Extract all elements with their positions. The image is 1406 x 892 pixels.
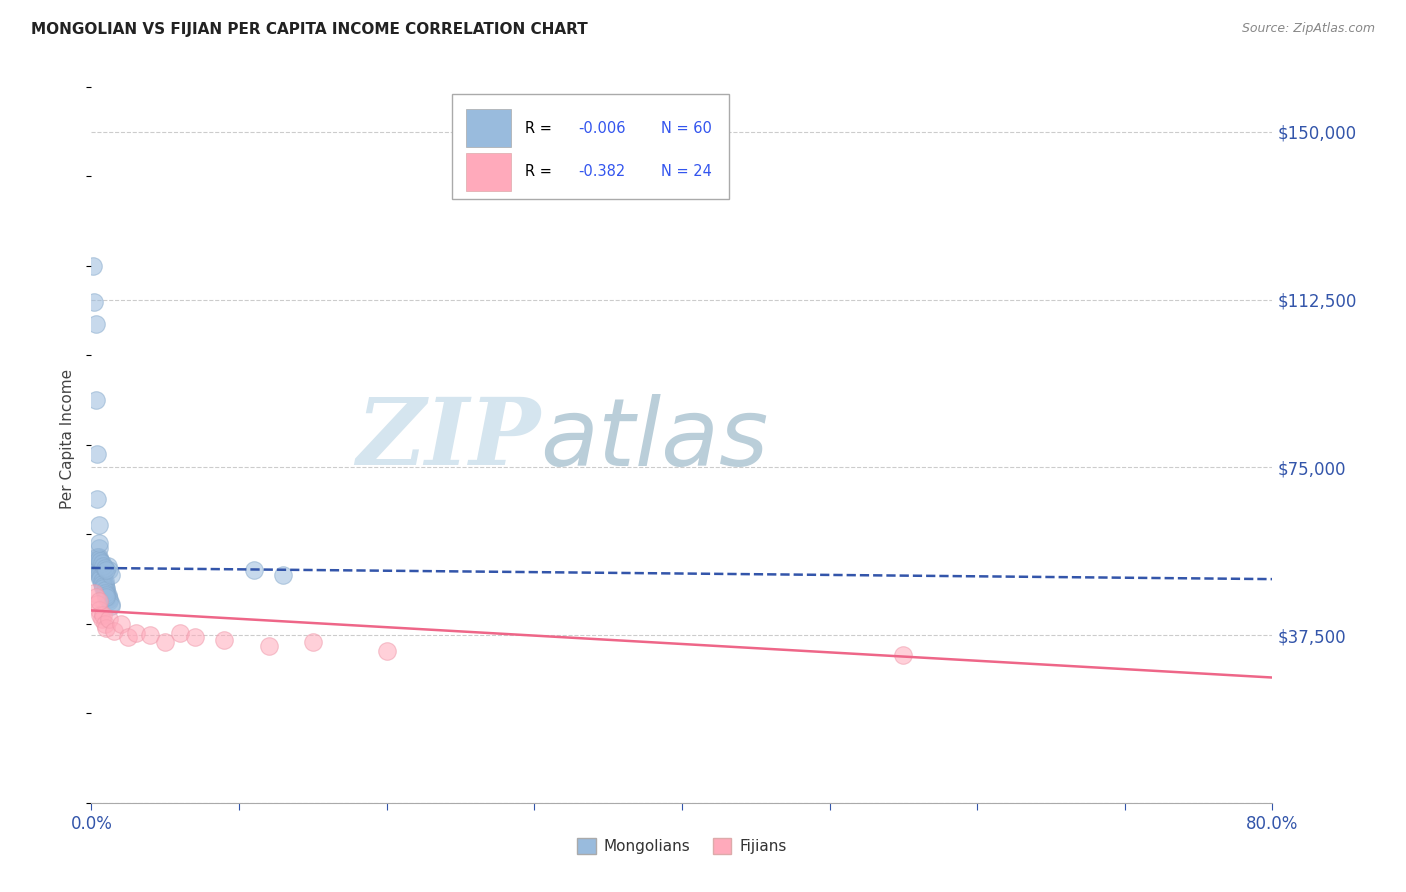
Point [90,612,112,626]
Text: atlas: atlas [540,393,769,485]
Point [82,554,104,568]
Point [97,558,120,573]
Point [84,317,107,331]
Point [84,561,107,575]
Point [153,634,177,648]
Point [257,639,280,653]
Point [87,594,110,608]
Text: N = 24: N = 24 [661,164,711,179]
Point [87,567,110,582]
Point [214,632,236,647]
Point [84,590,107,604]
Point [96,583,118,598]
Point [91,572,114,586]
Point [83,585,105,599]
Point [89,554,111,568]
Point [84,558,107,573]
Point [87,566,110,580]
Point [103,624,125,638]
Point [90,561,112,575]
Point [86,491,108,506]
Point [86,549,108,564]
Point [91,581,114,595]
Point [87,536,110,550]
Point [89,557,111,571]
Point [93,574,115,589]
Bar [465,153,510,191]
Point [87,552,110,566]
Text: ZIP: ZIP [356,394,540,484]
Point [89,570,111,584]
Point [87,541,110,555]
Point [273,567,295,582]
Point [86,563,108,577]
Point [84,393,107,408]
Point [86,597,108,611]
Point [90,576,112,591]
Point [83,557,105,571]
Point [96,621,118,635]
Point [124,625,148,640]
Point [93,579,115,593]
Text: R =: R = [524,120,557,136]
Point [98,612,121,626]
Point [96,563,118,577]
Point [91,567,114,582]
Point [96,588,118,602]
Point [90,574,112,589]
Point [89,572,111,586]
Point [89,558,111,573]
Point [87,603,110,617]
Point [83,294,105,309]
Point [98,592,121,607]
Text: -0.382: -0.382 [578,164,626,179]
Point [117,630,139,644]
Point [100,567,122,582]
Point [93,616,115,631]
Point [183,630,207,644]
Point [243,563,266,577]
Point [97,588,120,602]
Point [169,625,191,640]
Point [100,599,122,613]
Point [301,634,323,648]
Point [96,590,118,604]
Point [93,583,115,598]
Point [91,558,114,573]
Point [90,563,112,577]
Point [87,549,110,564]
Point [97,590,120,604]
Point [96,585,118,599]
Point [96,581,118,595]
Point [91,579,114,593]
Text: -0.006: -0.006 [578,120,626,136]
Bar [465,109,510,147]
Point [82,259,104,273]
Point [91,607,114,622]
Text: MONGOLIAN VS FIJIAN PER CAPITA INCOME CORRELATION CHART: MONGOLIAN VS FIJIAN PER CAPITA INCOME CO… [31,22,588,37]
Legend: Mongolians, Fijians: Mongolians, Fijians [571,832,793,861]
Point [93,561,115,575]
Y-axis label: Per Capita Income: Per Capita Income [60,369,76,509]
Point [93,585,115,599]
Point [98,594,121,608]
Point [89,607,111,622]
Text: N = 60: N = 60 [661,120,711,136]
Point [90,557,112,571]
Text: Source: ZipAtlas.com: Source: ZipAtlas.com [1241,22,1375,36]
Point [90,566,112,580]
Point [89,554,111,568]
Point [139,628,162,642]
Point [86,447,108,461]
FancyBboxPatch shape [451,94,730,200]
Point [98,563,121,577]
Point [110,616,132,631]
Point [100,597,122,611]
Point [893,648,915,662]
Point [375,643,398,657]
Text: R =: R = [524,164,557,179]
Point [87,518,110,533]
Point [93,576,115,591]
Point [91,570,114,584]
